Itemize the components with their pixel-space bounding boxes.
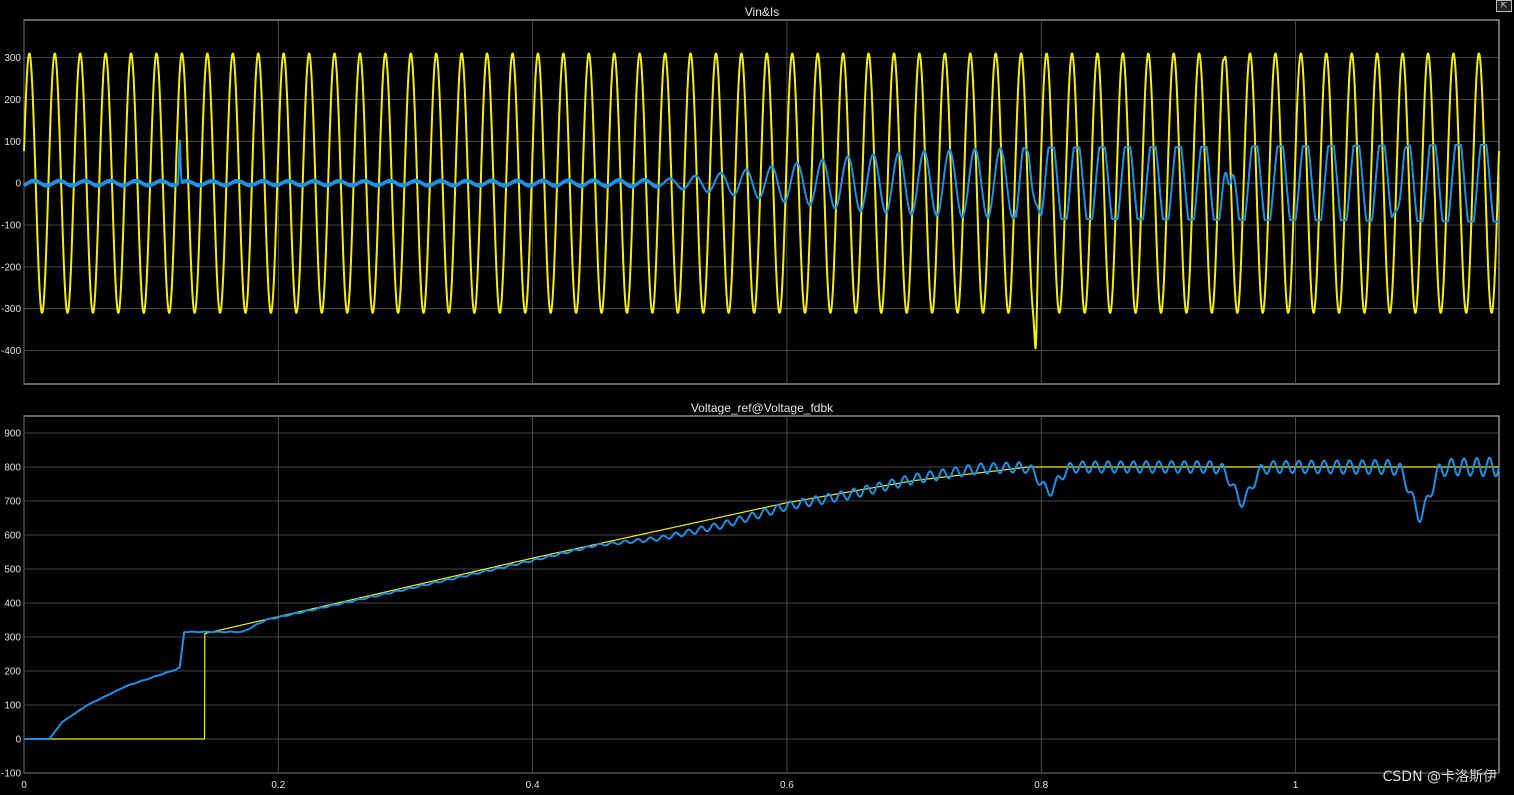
y-tick-label: 900 <box>4 429 21 440</box>
y-tick-label: 700 <box>4 497 21 508</box>
vin-is-axes: Vin&Is 300 200 100 0 -100 -200 -300 -400 <box>1 5 1500 385</box>
vin-is-y-ticks: 300 200 100 0 -100 -200 -300 -400 <box>1 53 21 357</box>
y-tick-label: -100 <box>1 769 21 780</box>
y-tick-label: 0 <box>15 179 21 190</box>
x-tick-label: 0.4 <box>526 780 540 791</box>
vin-is-title: Vin&Is <box>745 5 779 19</box>
vin-is-grid <box>23 20 1499 384</box>
y-tick-label: -400 <box>1 346 21 357</box>
y-tick-label: 300 <box>4 633 21 644</box>
y-tick-label: 500 <box>4 565 21 576</box>
voltage-title: Voltage_ref@Voltage_fdbk <box>691 401 834 415</box>
csdn-watermark: CSDN @卡洛斯伊 <box>1383 769 1497 785</box>
y-tick-label: 400 <box>4 599 21 610</box>
vin-is-series <box>23 52 1500 350</box>
y-tick-label: -200 <box>1 262 21 273</box>
y-tick-label: 200 <box>4 667 21 678</box>
x-tick-label: 0.2 <box>271 780 285 791</box>
voltage-grid <box>23 416 1499 774</box>
y-tick-label: 100 <box>4 137 21 148</box>
current-trace <box>23 139 1500 223</box>
voltage-x-ticks: 0 0.2 0.4 0.6 0.8 1 <box>21 780 1299 791</box>
y-tick-label: 200 <box>4 95 21 106</box>
feedback-trace <box>23 456 1500 741</box>
x-tick-label: 1 <box>1293 780 1299 791</box>
y-tick-label: 0 <box>15 735 21 746</box>
x-tick-label: 0.8 <box>1034 780 1048 791</box>
voltage-axes: Voltage_ref@Voltage_fdbk 900 800 700 600 500… <box>1 401 1500 791</box>
voltage-y-ticks: 900 800 700 600 500 400 300 200 100 0 -100 <box>1 429 21 780</box>
undock-icon[interactable]: ⇱ <box>1496 0 1512 12</box>
sine-trace <box>23 52 1500 350</box>
y-tick-label: 300 <box>4 53 21 64</box>
y-tick-label: 600 <box>4 531 21 542</box>
voltage-series <box>23 456 1500 741</box>
y-tick-label: -300 <box>1 304 21 315</box>
y-tick-label: 800 <box>4 463 21 474</box>
y-tick-label: 100 <box>4 701 21 712</box>
x-tick-label: 0 <box>21 780 27 791</box>
x-tick-label: 0.6 <box>780 780 794 791</box>
voltage-plot-area[interactable] <box>23 415 1500 774</box>
y-tick-label: -100 <box>1 221 21 232</box>
